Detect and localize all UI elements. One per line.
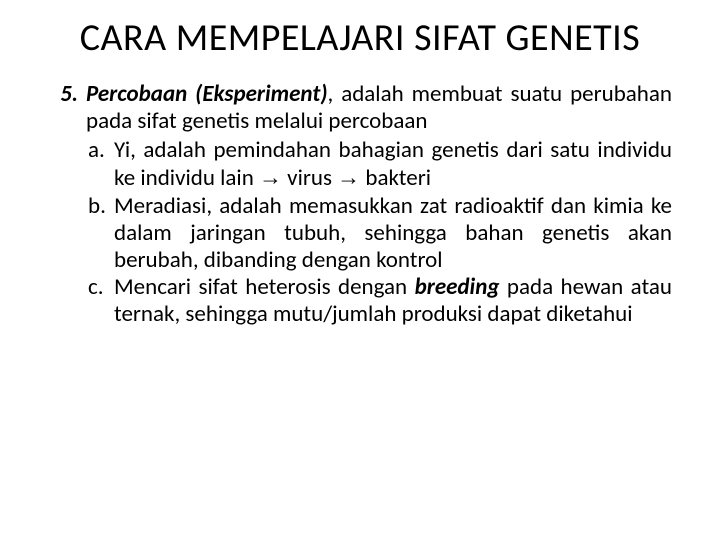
- subitem-a: a. Yi, adalah pemindahan bahagian geneti…: [86, 137, 672, 192]
- subletter-c: c.: [86, 274, 114, 328]
- sub-a-mid: virus: [282, 164, 337, 192]
- arrow-icon: →: [337, 164, 360, 190]
- arrow-icon: →: [259, 164, 282, 190]
- sub-c-bold: breeding: [415, 273, 500, 301]
- body-content: 5. Percobaan (Eksperiment), adalah membu…: [48, 81, 672, 328]
- subitem-b: b. Meradiasi, adalah memasukkan zat radi…: [86, 193, 672, 274]
- slide: CARA MEMPELAJARI SIFAT GENETIS 5. Percob…: [0, 0, 720, 540]
- term-percobaan: Percobaan (Eksperiment): [86, 80, 328, 108]
- list-item-5: 5. Percobaan (Eksperiment), adalah membu…: [48, 81, 672, 328]
- subtext-b: Meradiasi, adalah memasukkan zat radioak…: [114, 193, 672, 274]
- sub-a-post: bakteri: [360, 164, 431, 192]
- subletter-b: b.: [86, 193, 114, 274]
- item-content: Percobaan (Eksperiment), adalah membuat …: [86, 81, 672, 328]
- subletter-a: a.: [86, 137, 114, 192]
- subtext-c: Mencari sifat heterosis dengan breeding …: [114, 274, 672, 328]
- slide-title: CARA MEMPELAJARI SIFAT GENETIS: [48, 18, 672, 59]
- sublist: a. Yi, adalah pemindahan bahagian geneti…: [86, 137, 672, 328]
- subtext-a: Yi, adalah pemindahan bahagian genetis d…: [114, 137, 672, 192]
- item-number: 5.: [48, 81, 86, 328]
- sub-c-pre: Mencari sifat heterosis dengan: [114, 273, 415, 301]
- subitem-c: c. Mencari sifat heterosis dengan breedi…: [86, 274, 672, 328]
